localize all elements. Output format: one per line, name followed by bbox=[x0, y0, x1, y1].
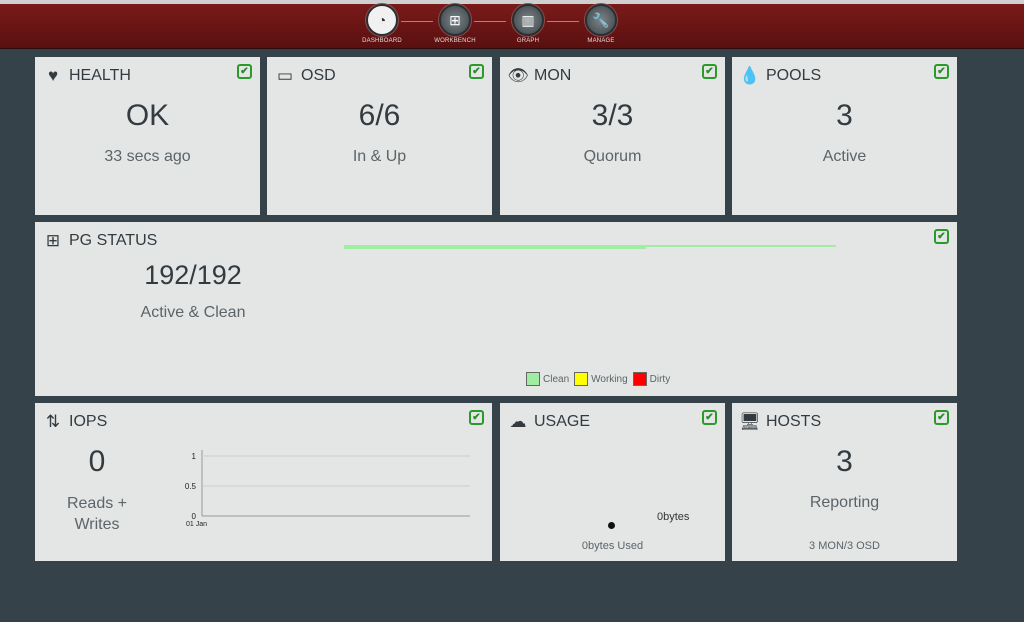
nav-label: DASHBOARD bbox=[362, 38, 402, 44]
sitemap-icon: ⊞ bbox=[439, 4, 471, 36]
sitemap-icon: ⊞ bbox=[45, 231, 61, 250]
osd-value: 6/6 bbox=[358, 99, 401, 132]
mon-sub: Quorum bbox=[583, 148, 642, 165]
y-tick-label: 0.5 bbox=[185, 482, 197, 491]
monitor-icon: 🖥 bbox=[739, 412, 761, 431]
usage-card[interactable]: ☁ USAGE ✔ 0bytes 0bytes Used bbox=[500, 403, 725, 561]
pg-status-card[interactable]: ⊞ PG STATUS ✔ 192/192 Active & Clean bbox=[35, 222, 957, 396]
nav-connector bbox=[474, 21, 506, 22]
nav-connector bbox=[401, 21, 433, 22]
bar-chart-icon: ▥ bbox=[512, 4, 544, 36]
card-title: HEALTH bbox=[69, 67, 131, 84]
nav-graph[interactable]: ▥ GRAPH bbox=[493, 4, 563, 44]
mon-value: 3/3 bbox=[591, 99, 634, 132]
legend-label: Dirty bbox=[649, 373, 671, 385]
mon-card[interactable]: 👁 MON ✔ 3/3 Quorum bbox=[500, 57, 725, 215]
check-icon: ✔ bbox=[237, 64, 252, 79]
hosts-card[interactable]: 🖥 HOSTS ✔ 3 Reporting 3 MON/3 OSD bbox=[732, 403, 957, 561]
card-title: PG STATUS bbox=[69, 232, 158, 249]
drop-icon: 💧 bbox=[739, 66, 761, 85]
pools-card[interactable]: 💧 POOLS ✔ 3 Active bbox=[732, 57, 957, 215]
pools-sub: Active bbox=[822, 148, 867, 165]
iops-value: 0 bbox=[88, 445, 106, 478]
card-title: HOSTS bbox=[766, 413, 822, 430]
hdd-icon: ▭ bbox=[276, 66, 294, 85]
usage-used: 0bytes Used bbox=[581, 540, 644, 552]
check-icon: ✔ bbox=[702, 64, 717, 79]
iops-sub: Reads + Writes bbox=[66, 495, 128, 533]
legend-label: Clean bbox=[543, 373, 570, 385]
y-tick-label: 0 bbox=[192, 512, 197, 521]
check-icon: ✔ bbox=[469, 64, 484, 79]
check-icon: ✔ bbox=[934, 410, 949, 425]
nav-connector bbox=[547, 21, 579, 22]
health-value: OK bbox=[125, 99, 170, 132]
check-icon: ✔ bbox=[934, 64, 949, 79]
card-title: OSD bbox=[301, 67, 336, 84]
sort-arrows-icon: ⇅ bbox=[45, 412, 61, 431]
usage-dot bbox=[608, 522, 615, 529]
gauge-icon: ◔ bbox=[366, 4, 398, 36]
nav-dashboard[interactable]: ◔ DASHBOARD bbox=[347, 4, 417, 44]
check-icon: ✔ bbox=[702, 410, 717, 425]
hosts-sub: Reporting bbox=[809, 494, 880, 511]
eye-icon: 👁 bbox=[507, 66, 529, 85]
pg-value: 192/192 bbox=[144, 260, 242, 290]
health-sub: 33 secs ago bbox=[104, 148, 191, 165]
card-title: MON bbox=[534, 67, 572, 84]
nav-workbench[interactable]: ⊞ WORKBENCH bbox=[420, 4, 490, 44]
check-icon: ✔ bbox=[934, 229, 949, 244]
legend-swatch-clean bbox=[526, 372, 540, 386]
iops-card[interactable]: ⇅ IOPS ✔ 0 Reads + Writes 1 0.5 0 01 Jan bbox=[35, 403, 492, 561]
hosts-value: 3 bbox=[836, 445, 853, 478]
cloud-icon: ☁ bbox=[509, 412, 527, 431]
hosts-detail: 3 MON/3 OSD bbox=[809, 540, 880, 552]
wrench-icon: 🔧 bbox=[585, 4, 617, 36]
nav-label: GRAPH bbox=[516, 38, 540, 44]
osd-sub: In & Up bbox=[352, 148, 407, 165]
legend-label: Working bbox=[591, 373, 628, 385]
iops-chart: 1 0.5 0 01 Jan bbox=[185, 450, 470, 528]
pg-total-bar bbox=[344, 245, 836, 247]
pools-value: 3 bbox=[836, 99, 853, 132]
card-title: IOPS bbox=[69, 413, 108, 430]
legend-swatch-working bbox=[574, 372, 589, 386]
pg-clean-bar bbox=[344, 245, 646, 249]
check-icon: ✔ bbox=[469, 410, 484, 425]
card-title: POOLS bbox=[766, 67, 822, 84]
pg-legend: Clean Working Dirty bbox=[526, 372, 670, 386]
heart-icon: ♥ bbox=[47, 66, 59, 85]
x-tick-label: 01 Jan bbox=[186, 521, 207, 528]
top-border bbox=[0, 0, 1024, 4]
nav-label: MANAGE bbox=[587, 38, 615, 44]
top-navigation bbox=[0, 4, 1024, 49]
nav-manage[interactable]: 🔧 MANAGE bbox=[566, 4, 636, 44]
osd-card[interactable]: ▭ OSD ✔ 6/6 In & Up bbox=[267, 57, 492, 215]
legend-swatch-dirty bbox=[632, 372, 647, 386]
health-card[interactable]: ♥ HEALTH ✔ OK 33 secs ago bbox=[35, 57, 260, 215]
card-title: USAGE bbox=[534, 413, 591, 430]
y-tick-label: 1 bbox=[192, 452, 197, 461]
nav-label: WORKBENCH bbox=[434, 38, 476, 44]
usage-total: 0bytes bbox=[657, 511, 690, 523]
pg-sub: Active & Clean bbox=[140, 304, 246, 321]
